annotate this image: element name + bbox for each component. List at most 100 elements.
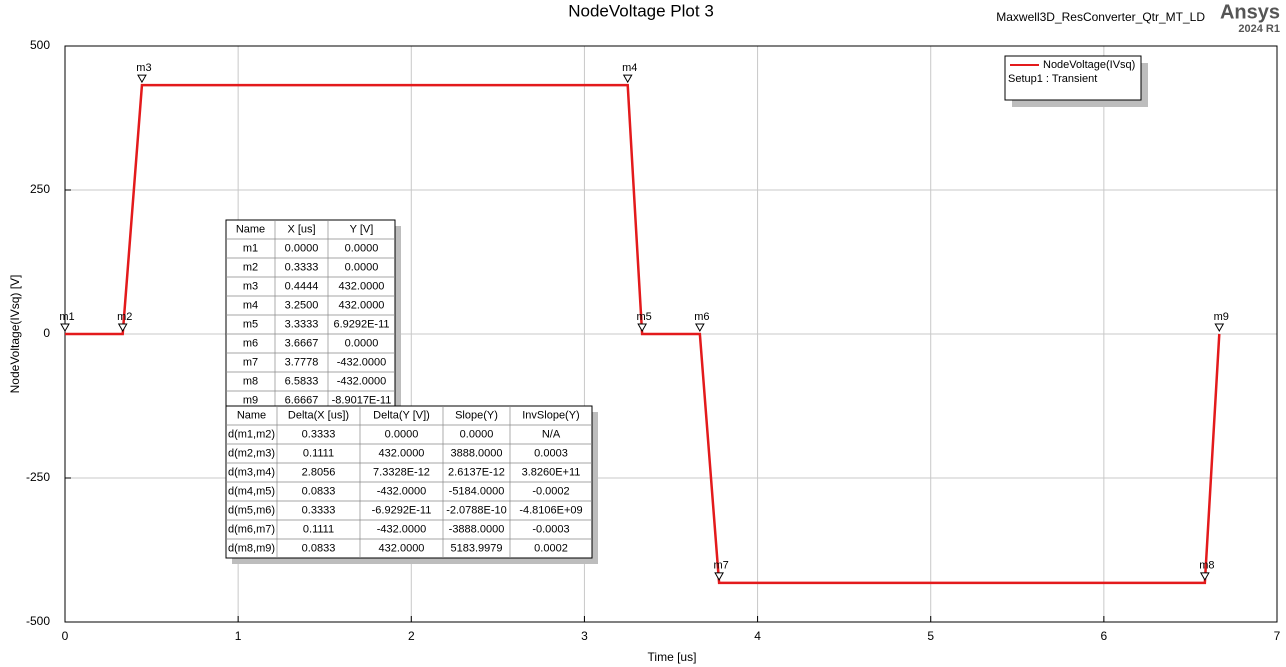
marker-label: m3 (136, 62, 151, 74)
table-cell: 3888.0000 (451, 447, 503, 459)
table-cell: 0.3333 (285, 261, 319, 273)
table-cell: -432.0000 (377, 485, 427, 497)
x-tick-label: 1 (235, 629, 242, 643)
table-cell: 432.0000 (379, 542, 425, 554)
table-cell: d(m5,m6) (228, 504, 275, 516)
marker (1214, 323, 1225, 333)
y-tick-label: -250 (26, 470, 50, 484)
table-cell: 7.3328E-12 (373, 466, 430, 478)
marker-label: m9 (1214, 311, 1229, 323)
marker-label: m6 (694, 311, 709, 323)
x-tick-label: 5 (927, 629, 934, 643)
marker (695, 323, 705, 333)
table-header: Slope(Y) (455, 409, 498, 421)
x-tick-label: 6 (1101, 629, 1108, 643)
table-cell: 0.3333 (302, 504, 336, 516)
table-cell: m8 (243, 375, 258, 387)
table-cell: -8.9017E-11 (332, 394, 392, 406)
table-cell: 6.9292E-11 (333, 318, 389, 330)
table-cell: d(m3,m4) (228, 466, 275, 478)
table-cell: 3.3333 (285, 318, 319, 330)
table-cell: 0.0000 (385, 428, 419, 440)
marker-label: m4 (622, 62, 637, 74)
y-axis-label: NodeVoltage(IVsq) [V] (8, 275, 22, 394)
marker-label: m5 (636, 311, 651, 323)
table-cell: 0.1111 (303, 523, 334, 535)
project-name: Maxwell3D_ResConverter_Qtr_MT_LD (996, 10, 1205, 24)
legend-entry: NodeVoltage(IVsq) (1043, 59, 1135, 71)
table-header: Y [V] (350, 223, 374, 235)
table-cell: m2 (243, 261, 258, 273)
table-cell: 0.0000 (285, 242, 319, 254)
table-cell: 0.0000 (345, 242, 379, 254)
x-tick-label: 4 (754, 629, 761, 643)
table-header: Delta(X [us]) (288, 409, 349, 421)
table-cell: -432.0000 (377, 523, 427, 535)
table-cell: m1 (243, 242, 258, 254)
y-tick-label: 250 (30, 182, 50, 196)
table-cell: N/A (542, 428, 561, 440)
table-cell: 3.7778 (285, 356, 319, 368)
table-cell: 3.2500 (285, 299, 319, 311)
table-cell: 0.1111 (303, 447, 334, 459)
table-cell: 0.0000 (345, 261, 379, 273)
table-header: InvSlope(Y) (522, 409, 579, 421)
marker (117, 323, 128, 333)
marker-label: m7 (713, 560, 728, 572)
x-axis-label: Time [us] (648, 650, 697, 664)
y-tick-label: -500 (26, 614, 50, 628)
table-cell: -3888.0000 (449, 523, 505, 535)
table-cell: d(m4,m5) (228, 485, 275, 497)
table-header: Name (236, 223, 265, 235)
table-cell: m6 (243, 337, 258, 349)
table-cell: 3.8260E+11 (522, 466, 581, 478)
table-cell: 0.0833 (302, 542, 336, 554)
table-cell: d(m1,m2) (228, 428, 275, 440)
table-cell: -432.0000 (337, 356, 387, 368)
marker-label: m2 (117, 311, 132, 323)
table-cell: m3 (243, 280, 258, 292)
table-cell: -2.0788E-10 (446, 504, 507, 516)
table-cell: d(m8,m9) (228, 542, 275, 554)
table-cell: 0.0003 (534, 447, 568, 459)
table-cell: 432.0000 (339, 280, 385, 292)
table-cell: m7 (243, 356, 258, 368)
marker (60, 323, 70, 333)
table-cell: -6.9292E-11 (372, 504, 432, 516)
table-cell: 0.4444 (285, 280, 319, 292)
marker (1199, 572, 1210, 581)
table-cell: 0.3333 (302, 428, 336, 440)
table-cell: -432.0000 (337, 375, 387, 387)
chart-title: NodeVoltage Plot 3 (568, 1, 714, 20)
table-cell: 2.6137E-12 (448, 466, 505, 478)
x-tick-label: 7 (1274, 629, 1281, 643)
table-cell: m4 (243, 299, 258, 311)
marker (622, 74, 633, 84)
marker-label: m1 (59, 311, 74, 323)
table-cell: 432.0000 (379, 447, 425, 459)
table-header: X [us] (287, 223, 315, 235)
table-cell: m9 (243, 394, 258, 406)
table-cell: -0.0003 (532, 523, 569, 535)
table-cell: m5 (243, 318, 258, 330)
marker (637, 323, 647, 333)
table-cell: 6.5833 (285, 375, 319, 387)
table-cell: d(m2,m3) (228, 447, 275, 459)
marker-label: m8 (1199, 560, 1214, 572)
table-cell: 0.0833 (302, 485, 336, 497)
marker (714, 572, 724, 581)
table-cell: -4.8106E+09 (519, 504, 582, 516)
version: 2024 R1 (1238, 23, 1280, 35)
table-cell: 0.0002 (534, 542, 568, 554)
table-cell: d(m6,m7) (228, 523, 275, 535)
table-cell: 2.8056 (302, 466, 336, 478)
table-cell: 0.0000 (345, 337, 379, 349)
legend-subtitle: Setup1 : Transient (1008, 73, 1097, 85)
table-cell: 3.6667 (285, 337, 319, 349)
marker (137, 74, 147, 84)
x-tick-label: 3 (581, 629, 588, 643)
x-tick-label: 0 (62, 629, 69, 643)
x-tick-label: 2 (408, 629, 415, 643)
brand: Ansys (1220, 1, 1280, 23)
y-tick-label: 0 (43, 326, 50, 340)
